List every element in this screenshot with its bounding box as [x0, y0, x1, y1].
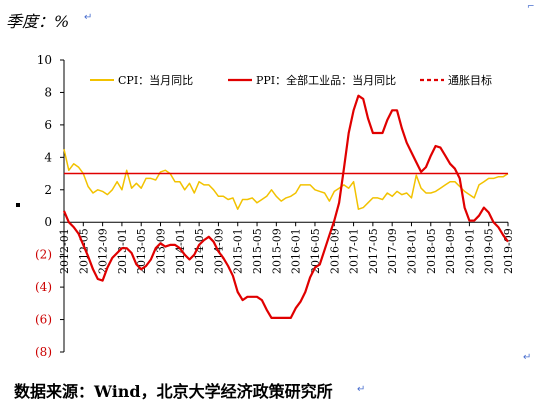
x-tick-label: 2016-09: [328, 228, 341, 274]
x-tick-label: 2016-05: [309, 228, 322, 274]
legend-label: CPI：当月同比: [118, 73, 193, 87]
legend-label: PPI：全部工业品：当月同比: [256, 73, 396, 87]
y-tick-label: (8): [35, 345, 52, 359]
x-tick-label: 2019-01: [463, 228, 476, 274]
source-note: 数据来源：Wind，北京大学经济政策研究所: [14, 382, 333, 401]
y-axis: 10 8 6 4 2 0 (2) (4) (6) (8): [35, 53, 65, 359]
legend-label: 通胀目标: [448, 73, 492, 87]
unit-label: 季度：%: [6, 12, 70, 31]
x-tick-label: 2012-09: [97, 228, 110, 274]
y-tick-label: 4: [44, 150, 52, 164]
x-tick-label: 2013-01: [116, 228, 129, 274]
plot-area: [62, 94, 509, 319]
legend: CPI：当月同比 PPI：全部工业品：当月同比 通胀目标: [90, 73, 492, 87]
x-tick-label: 2015-09: [270, 228, 283, 274]
x-axis: 2012-01 2012-05 2012-09 2013-01 2013-05 2013-…: [58, 221, 515, 274]
x-tick-label: 2013-05: [135, 228, 148, 274]
x-tick-label: 2015-05: [251, 228, 264, 274]
y-tick-label: (6): [35, 313, 52, 327]
paragraph-mark-icon: ↵: [357, 384, 366, 395]
x-tick-label: 2013-09: [155, 228, 168, 274]
y-tick-label: 0: [44, 215, 52, 229]
y-tick-label: 8: [44, 85, 52, 99]
x-tick-label: 2015-01: [232, 228, 245, 274]
y-tick-label: 6: [44, 118, 52, 132]
x-tick-label: 2017-05: [367, 228, 380, 274]
y-tick-label: (4): [35, 280, 52, 294]
x-tick-label: 2019-05: [483, 228, 496, 274]
x-tick-label: 2018-01: [405, 228, 418, 274]
x-tick-label: 2014-05: [193, 228, 206, 274]
paragraph-mark-icon: ↵: [523, 352, 532, 363]
series-line-2: [62, 94, 509, 319]
anchor-mark-icon: ⌐: [527, 2, 535, 12]
x-tick-label: 2018-09: [444, 228, 457, 274]
series-line-1: [63, 149, 509, 210]
bullet-icon: [16, 203, 20, 207]
x-tick-label: 2012-01: [58, 228, 71, 274]
y-tick-label: 2: [44, 183, 52, 197]
x-tick-label: 2014-01: [174, 228, 187, 274]
x-tick-label: 2017-09: [386, 228, 399, 274]
x-tick-label: 2016-01: [290, 228, 303, 274]
x-tick-label: 2018-05: [425, 228, 438, 274]
y-tick-label: 10: [37, 53, 52, 67]
paragraph-mark-icon: ↵: [84, 12, 93, 23]
x-tick-label: 2017-01: [348, 228, 361, 274]
y-tick-label: (2): [35, 248, 52, 262]
